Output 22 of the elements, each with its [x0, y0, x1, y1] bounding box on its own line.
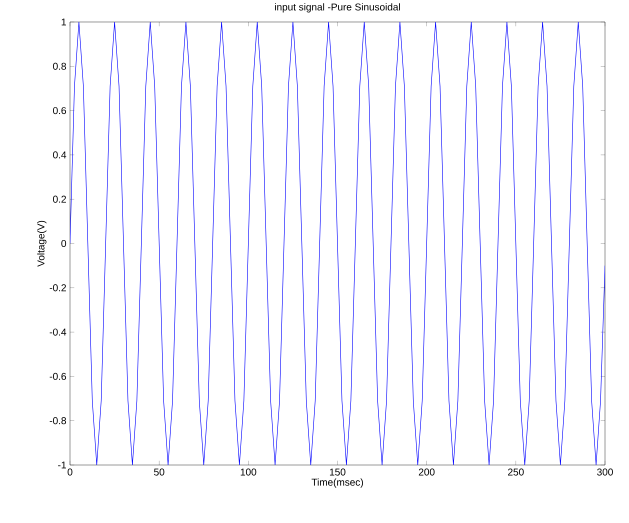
x-tick-label: 250 — [508, 468, 524, 476]
y-tick-label: -0.6 — [50, 372, 66, 380]
y-axis-title: Voltage(V) — [37, 220, 46, 267]
y-tick-label: 0.2 — [53, 196, 66, 203]
x-tick-label: 0 — [68, 468, 72, 476]
y-tick-label: 0.8 — [53, 62, 66, 70]
y-tick-label: 0 — [61, 240, 66, 248]
x-tick-label: 150 — [330, 468, 346, 476]
x-tick-label: 300 — [597, 468, 613, 476]
y-tick-label: -0.4 — [50, 328, 66, 336]
x-tick-label: 50 — [154, 468, 164, 476]
y-tick-label: -1 — [58, 462, 66, 468]
y-tick-label: -0.2 — [50, 284, 66, 292]
y-tick-label: 0.6 — [53, 107, 66, 114]
y-tick-label: 0.4 — [53, 151, 66, 158]
x-tick-label: 200 — [418, 468, 435, 476]
x-tick-label: 100 — [240, 468, 256, 476]
y-tick-label: 1 — [62, 18, 66, 26]
line-series — [70, 22, 606, 465]
chart-title: input signal -Pure Sinusoidal — [275, 3, 400, 12]
y-tick-label: -0.8 — [50, 417, 66, 424]
x-axis-title: Time(msec) — [312, 478, 363, 488]
